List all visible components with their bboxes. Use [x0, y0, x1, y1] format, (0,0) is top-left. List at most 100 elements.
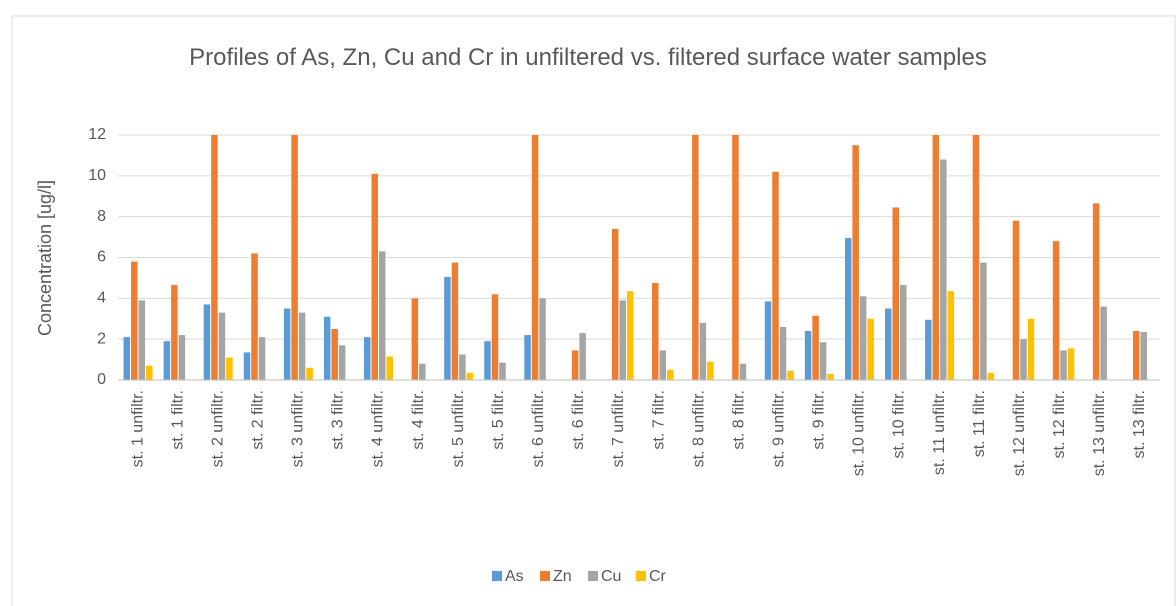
bar [892, 207, 899, 380]
bar [692, 135, 699, 380]
bar [980, 262, 987, 380]
bar [499, 362, 506, 380]
x-tick-label: st. 12 unfiltr. [1011, 390, 1028, 476]
bar [827, 373, 834, 380]
chart-title: Profiles of As, Zn, Cu and Cr in unfilte… [189, 44, 987, 71]
bar [1140, 332, 1147, 380]
bar [739, 363, 747, 380]
bar [364, 337, 371, 380]
y-tick-label: 8 [97, 208, 106, 225]
bar [283, 308, 291, 380]
y-tick-label: 10 [88, 167, 106, 184]
y-tick-label: 12 [88, 126, 106, 143]
bar [459, 354, 466, 380]
x-tick-label: st. 6 unfiltr. [530, 390, 547, 467]
y-axis-title: Concentration [ug/l] [35, 180, 55, 336]
x-tick-label: st. 9 unfiltr. [770, 390, 787, 467]
bar [291, 135, 298, 380]
bar [171, 285, 178, 380]
bar [338, 345, 346, 380]
bar [707, 361, 714, 380]
bar [611, 228, 619, 380]
y-tick-label: 0 [97, 371, 106, 388]
bar [779, 326, 787, 380]
x-tick-label: st. 5 unfiltr. [450, 390, 467, 467]
bar [539, 298, 546, 380]
bar [371, 173, 378, 380]
bar [451, 262, 459, 380]
bar [819, 342, 827, 380]
bar [306, 367, 313, 380]
x-tick-label: st. 4 unfiltr. [370, 390, 387, 467]
bar [571, 350, 579, 380]
bar [812, 315, 819, 380]
bar [524, 335, 531, 380]
x-tick-label: st. 10 unfiltr. [851, 390, 868, 476]
x-tick-label: st. 11 unfiltr. [931, 390, 948, 475]
legend-swatch [492, 571, 502, 581]
x-tick-label: st. 1 unfiltr. [129, 390, 146, 467]
bar [940, 159, 947, 380]
bar [900, 285, 907, 380]
legend-label: Cu [601, 568, 621, 585]
bar [466, 372, 474, 380]
bar [444, 276, 451, 380]
bar [123, 337, 131, 380]
bar [491, 294, 499, 380]
bar [1052, 241, 1060, 380]
bar [251, 253, 258, 380]
bar [925, 319, 932, 380]
x-tick-label: st. 3 unfiltr. [290, 390, 307, 467]
x-tick-label: st. 7 filtr. [650, 390, 667, 450]
bar [1020, 339, 1027, 380]
x-tick-label: st. 13 filtr. [1131, 390, 1148, 458]
bar [764, 301, 772, 380]
bar [732, 135, 739, 380]
bar [804, 331, 812, 380]
bar [1027, 318, 1035, 380]
legend-label: Zn [553, 568, 572, 585]
bar [667, 369, 674, 380]
legend-swatch [588, 571, 598, 581]
bar [1067, 348, 1075, 380]
bar [298, 312, 306, 380]
legend-label: As [505, 568, 524, 585]
bar [1092, 203, 1100, 380]
x-tick-label: st. 3 filtr. [330, 390, 347, 450]
bar [987, 372, 995, 380]
bar [659, 350, 667, 380]
bar [619, 300, 626, 380]
bar [411, 298, 419, 380]
bar [1100, 306, 1107, 380]
bar [203, 304, 211, 380]
bar [1012, 220, 1020, 380]
x-tick-label: st. 8 unfiltr. [690, 390, 707, 467]
y-tick-label: 6 [97, 249, 106, 266]
x-tick-label: st. 4 filtr. [410, 390, 427, 450]
bar [163, 341, 171, 380]
bar [1132, 331, 1140, 380]
x-tick-label: st. 2 unfiltr. [209, 390, 226, 467]
bar [772, 171, 779, 380]
bar [972, 135, 980, 380]
x-tick-label: st. 7 unfiltr. [610, 390, 627, 467]
bar [146, 365, 153, 380]
bar [178, 335, 186, 380]
bar [885, 308, 892, 380]
x-tick-label: st. 9 filtr. [811, 390, 828, 450]
bar [852, 145, 859, 380]
bar [867, 318, 874, 380]
bar [258, 337, 266, 380]
bar [1060, 350, 1067, 380]
x-tick-label: st. 2 filtr. [249, 390, 266, 450]
bar [947, 291, 955, 380]
x-tick-label: st. 8 filtr. [730, 390, 747, 450]
bar [218, 312, 226, 380]
bar [844, 238, 852, 380]
x-tick-label: st. 12 filtr. [1051, 390, 1068, 458]
bar [243, 352, 251, 380]
bar [419, 363, 426, 380]
x-tick-label: st. 13 unfiltr. [1091, 390, 1108, 476]
